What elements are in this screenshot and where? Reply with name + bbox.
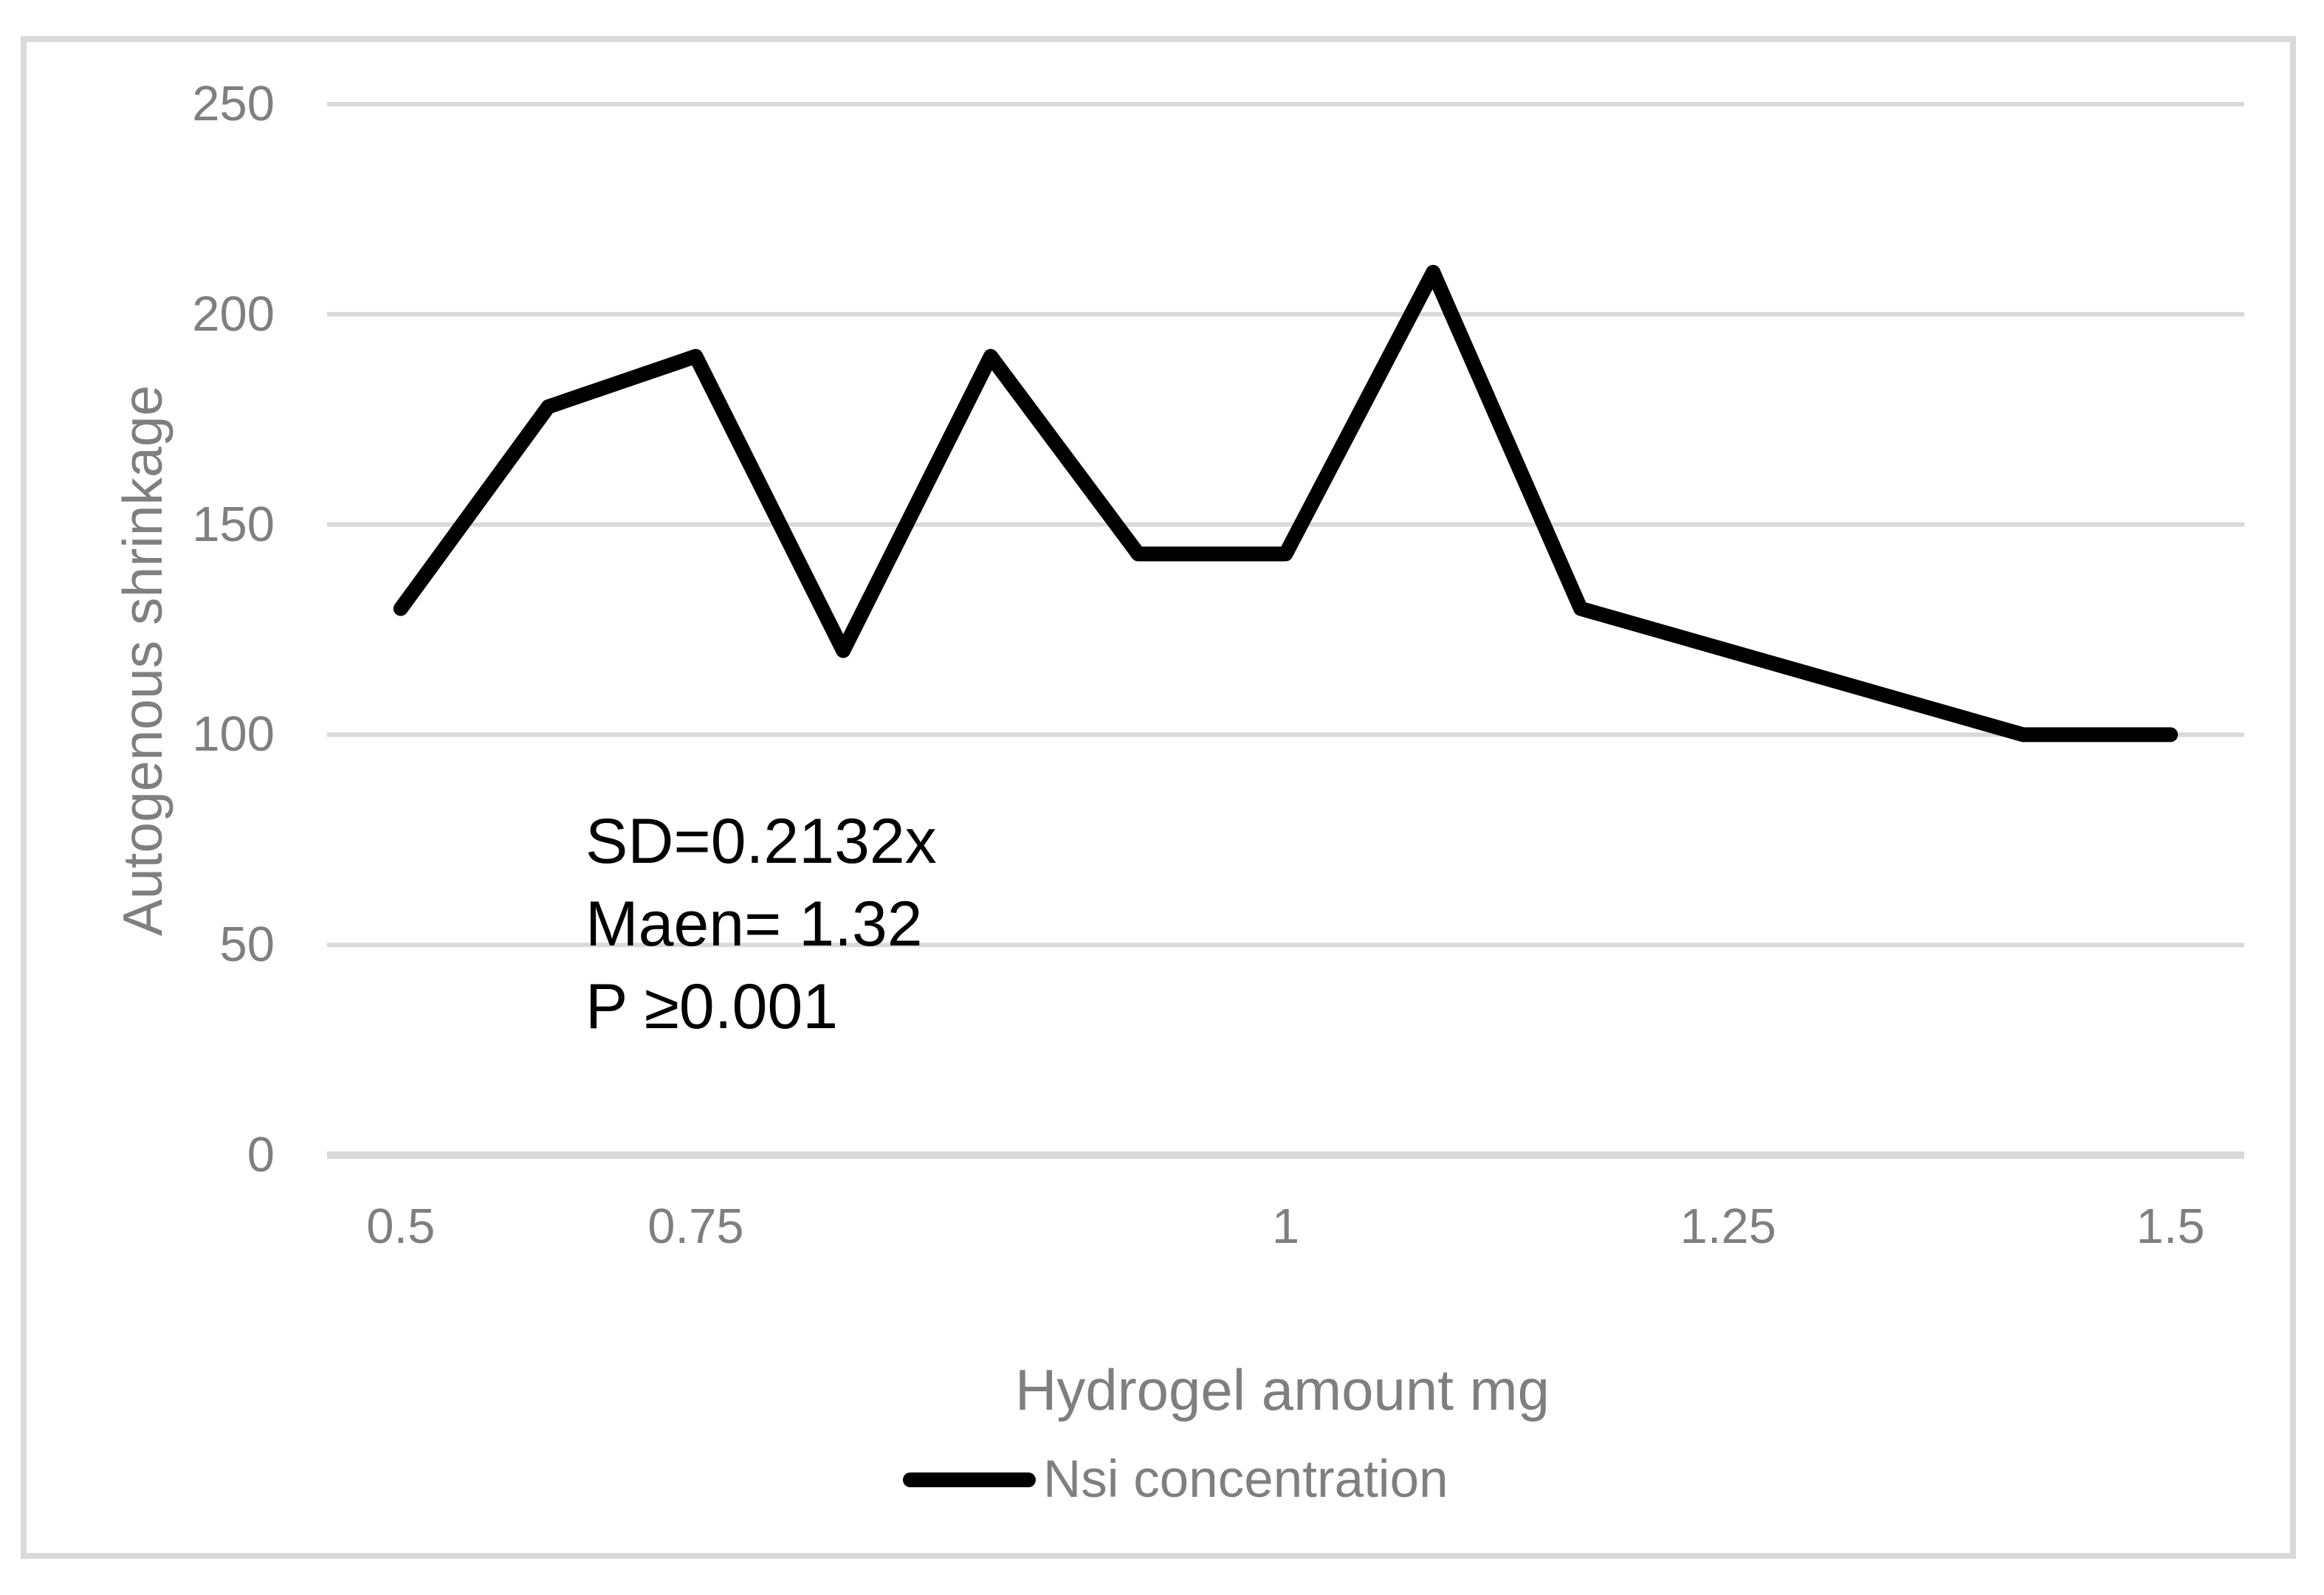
x-tick-label: 0.75 bbox=[647, 1199, 744, 1254]
x-tick-label: 1.25 bbox=[1680, 1199, 1776, 1254]
y-tick-label: 250 bbox=[192, 76, 275, 131]
x-tick-label: 1 bbox=[1271, 1199, 1300, 1254]
y-tick-label: 0 bbox=[247, 1127, 275, 1182]
series-line bbox=[393, 264, 2179, 743]
y-tick-label: 50 bbox=[219, 917, 275, 973]
legend-label: Nsi concentration bbox=[1043, 1450, 1448, 1509]
annotation-line-pvalue: P ≥0.001 bbox=[585, 971, 839, 1042]
y-tick-label: 100 bbox=[192, 706, 275, 762]
chart-border bbox=[21, 36, 2296, 1559]
y-tick-label: 200 bbox=[192, 286, 275, 342]
y-axis-title: Autogenous shrinkage bbox=[111, 385, 173, 937]
x-tick-label: 0.5 bbox=[366, 1199, 436, 1254]
x-axis-title: Hydrogel amount mg bbox=[1014, 1357, 1550, 1422]
stats-annotation: SD=0.2132x Maen= 1.32 P ≥0.001 bbox=[585, 800, 937, 1048]
y-tick-label: 150 bbox=[192, 496, 275, 552]
legend-line-sample-icon bbox=[903, 1472, 1036, 1487]
x-tick-label: 1.5 bbox=[2136, 1199, 2205, 1254]
annotation-line-sd: SD=0.2132x bbox=[585, 806, 937, 877]
annotation-line-mean: Maen= 1.32 bbox=[585, 889, 923, 960]
legend: Nsi concentration bbox=[903, 1452, 1448, 1508]
